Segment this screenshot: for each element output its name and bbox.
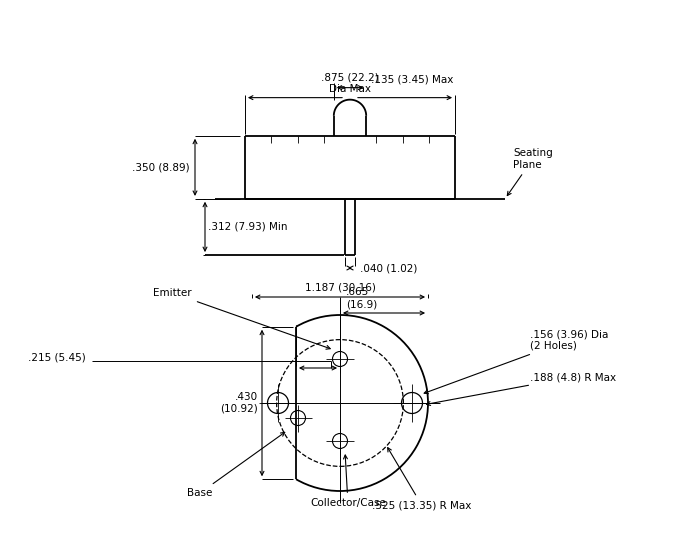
Text: .040 (1.02): .040 (1.02) [360,263,417,273]
Text: .430
(10.92): .430 (10.92) [220,392,258,414]
Text: .312 (7.93) Min: .312 (7.93) Min [208,222,288,232]
Text: .156 (3.96) Dia
(2 Holes): .156 (3.96) Dia (2 Holes) [424,329,608,393]
Text: .875 (22.2)
Dia Max: .875 (22.2) Dia Max [321,72,379,94]
Text: Collector/Case: Collector/Case [310,455,386,508]
Text: .188 (4.8) R Max: .188 (4.8) R Max [426,372,616,405]
Text: .665
(16.9): .665 (16.9) [346,287,377,309]
Text: 1.187 (30.16): 1.187 (30.16) [304,282,375,292]
Text: .525 (13.35) R Max: .525 (13.35) R Max [372,447,471,510]
Text: .135 (3.45) Max: .135 (3.45) Max [371,75,454,84]
Text: Emitter: Emitter [153,288,330,349]
Text: Base: Base [188,432,285,498]
Text: .215 (5.45): .215 (5.45) [28,353,85,363]
Text: Seating
Plane: Seating Plane [508,148,553,196]
Text: .350 (8.89): .350 (8.89) [132,162,190,172]
